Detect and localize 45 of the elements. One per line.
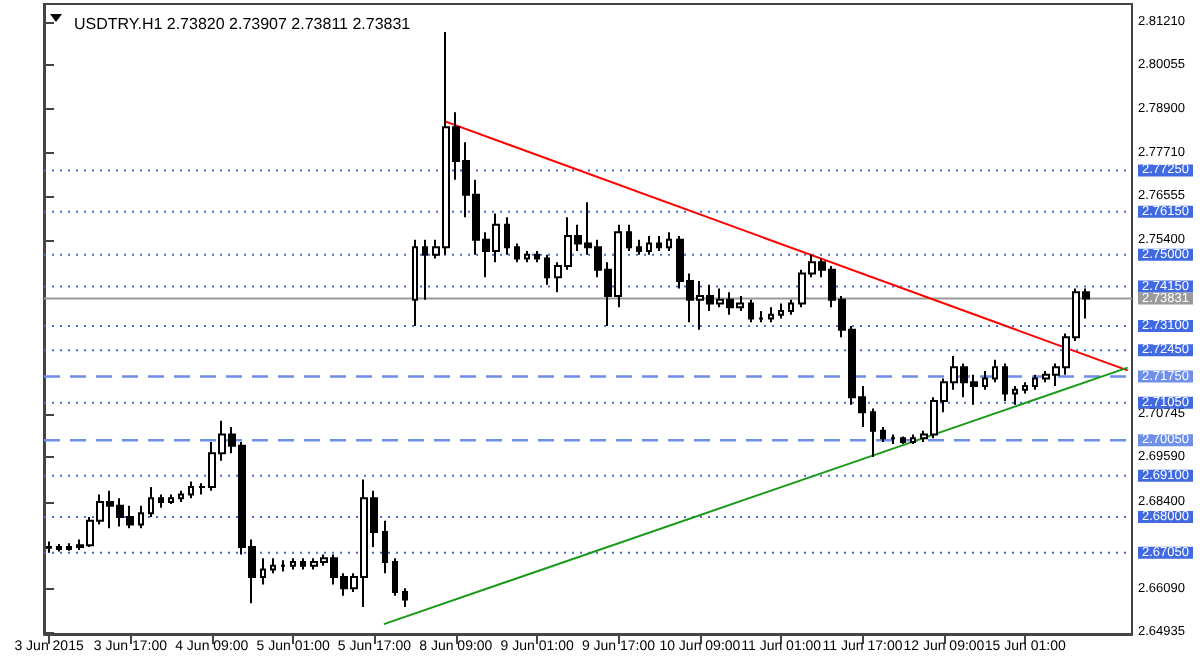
candlestick <box>900 435 906 445</box>
candlestick <box>788 298 794 316</box>
candlestick <box>422 238 428 301</box>
candlestick <box>758 309 764 324</box>
candlestick <box>626 223 632 252</box>
candlestick <box>148 486 154 519</box>
candlestick <box>656 234 662 252</box>
candlestick <box>870 407 876 459</box>
candlestick <box>504 216 510 256</box>
candlestick <box>412 238 418 327</box>
candlestick <box>778 302 784 320</box>
candlestick <box>768 306 774 324</box>
candlestick <box>544 253 550 286</box>
candlestick <box>524 249 530 264</box>
text: USDTRY.H1 2.73820 2.73907 2.73811 2.73831 <box>74 15 412 33</box>
candlestick <box>66 542 72 552</box>
candlestick <box>992 358 998 384</box>
candlestick <box>270 557 276 575</box>
candlestick <box>402 587 408 609</box>
candlestick <box>46 540 52 554</box>
candlestick <box>1002 362 1008 402</box>
candlestick <box>178 489 184 504</box>
candlestick <box>280 559 286 573</box>
candlestick <box>168 493 174 505</box>
candlestick <box>260 557 266 586</box>
candlestick <box>636 238 642 256</box>
candlestick <box>1022 381 1028 395</box>
candlestick <box>138 504 144 530</box>
candlestick <box>1012 384 1018 406</box>
candlestick <box>910 433 916 445</box>
candlestick <box>534 249 540 264</box>
candlestick <box>880 426 886 444</box>
candlestick <box>300 557 306 571</box>
candlestick <box>382 519 388 575</box>
candlestick <box>514 242 520 264</box>
candlestick <box>1032 373 1038 391</box>
candlestick <box>392 557 398 597</box>
candlestick <box>158 493 164 509</box>
candlestick <box>982 369 988 391</box>
candlestick <box>56 543 62 553</box>
candlestick <box>188 480 194 500</box>
candlestick <box>290 557 296 571</box>
candlestick <box>646 234 652 256</box>
candlestick <box>748 298 754 324</box>
candlestick <box>666 231 672 252</box>
